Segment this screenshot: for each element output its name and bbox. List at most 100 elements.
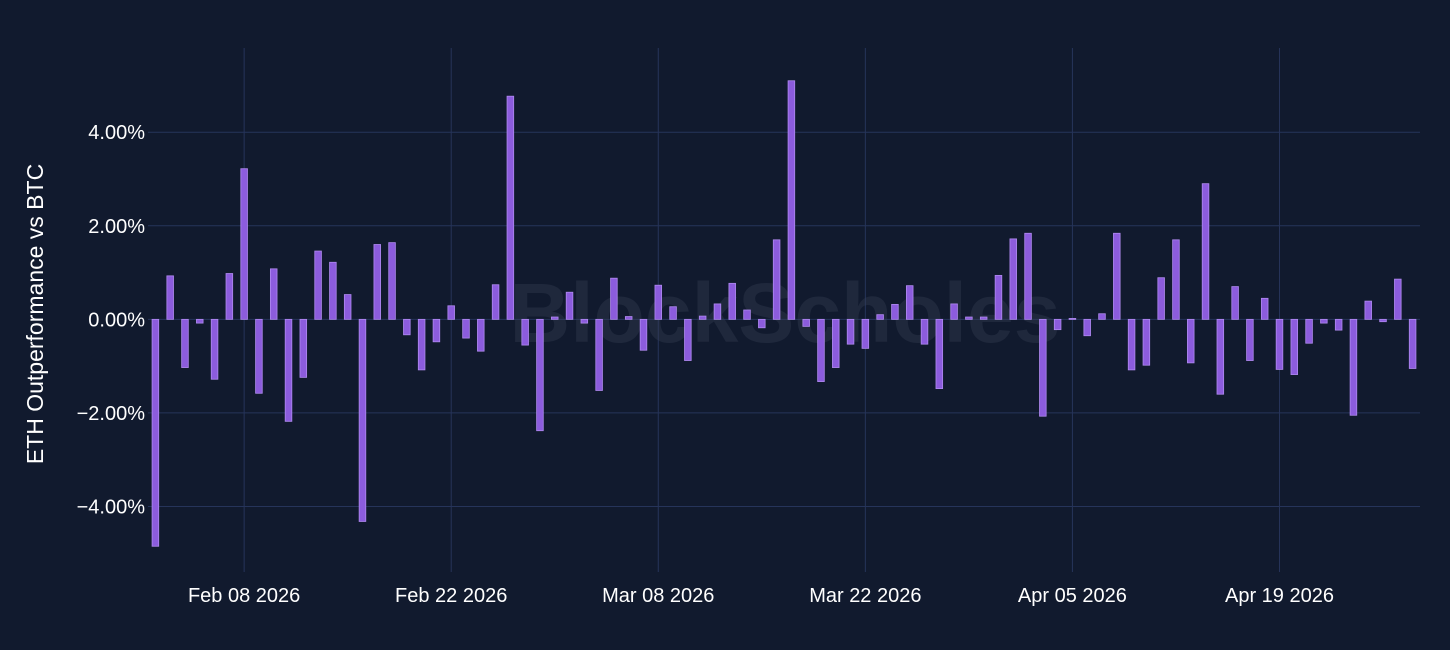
bar <box>358 318 367 522</box>
bars <box>151 80 1417 547</box>
bar <box>994 274 1003 320</box>
bar <box>1246 318 1254 361</box>
bar <box>698 315 707 320</box>
bar <box>255 318 263 394</box>
y-axis-tick-labels: −4.00% −2.00% 0.00% 2.00% 4.00% <box>77 122 146 518</box>
bar <box>462 318 470 339</box>
bar <box>1127 318 1136 371</box>
bar <box>1379 318 1387 323</box>
bar <box>521 318 529 346</box>
bar <box>891 303 899 320</box>
bar <box>817 318 825 382</box>
bar <box>950 303 958 320</box>
bar <box>1053 318 1062 331</box>
bar <box>1394 278 1402 320</box>
bar <box>1216 318 1225 395</box>
y-tick-label: −2.00% <box>77 403 146 425</box>
bar <box>403 318 411 336</box>
x-tick-label: Mar 08 2026 <box>602 585 714 607</box>
bar <box>373 244 381 320</box>
bar <box>965 316 973 320</box>
bar <box>1260 297 1269 320</box>
bar <box>876 314 884 320</box>
bar <box>772 239 781 320</box>
bar <box>1172 239 1180 320</box>
x-tick-label: Feb 22 2026 <box>395 585 507 607</box>
bar <box>240 168 248 320</box>
bar <box>1113 232 1121 320</box>
bar <box>284 318 293 422</box>
y-tick-label: −4.00% <box>77 497 146 519</box>
bar <box>388 242 396 320</box>
bar <box>329 261 337 320</box>
y-axis-title: ETH Outperformance vs BTC <box>22 164 48 464</box>
bar <box>210 318 219 380</box>
bar <box>935 318 944 390</box>
bar <box>166 275 174 320</box>
bar <box>1231 286 1239 320</box>
bar <box>1364 300 1372 320</box>
bar <box>610 277 618 320</box>
bar <box>491 284 500 320</box>
bar <box>1201 183 1210 320</box>
bar <box>432 318 441 343</box>
bar <box>1187 318 1195 364</box>
bar <box>269 268 278 320</box>
bar <box>1098 313 1106 320</box>
bar <box>1349 318 1358 416</box>
bar <box>1290 318 1299 375</box>
bar <box>669 306 677 320</box>
bar <box>1320 318 1328 324</box>
bar <box>758 318 766 329</box>
bar <box>506 95 515 320</box>
bar <box>1157 277 1165 320</box>
bar <box>846 318 855 345</box>
bar <box>196 318 204 324</box>
bar <box>225 273 234 320</box>
bar <box>536 318 544 432</box>
bar <box>417 318 426 371</box>
bar <box>743 309 751 320</box>
watermark: BlockScholes <box>510 266 1061 360</box>
bar <box>979 316 988 320</box>
bar <box>832 318 840 368</box>
bar <box>1305 318 1313 344</box>
bar <box>624 316 633 320</box>
bar <box>861 318 870 349</box>
x-axis-tick-labels: Feb 08 2026 Feb 22 2026 Mar 08 2026 Mar 22 … <box>188 585 1334 607</box>
bar <box>551 316 559 320</box>
bar <box>713 303 722 320</box>
bar <box>447 305 455 320</box>
bar <box>1408 318 1417 369</box>
bar <box>639 318 648 351</box>
bar <box>181 318 189 368</box>
bar <box>1334 318 1343 331</box>
bar <box>1083 318 1091 337</box>
bar <box>1142 318 1151 366</box>
y-tick-label: 4.00% <box>88 122 145 144</box>
bar <box>905 285 914 320</box>
bar <box>477 318 485 352</box>
bar <box>684 318 692 361</box>
bar <box>565 291 574 320</box>
bar <box>920 318 929 345</box>
bar <box>1009 238 1017 320</box>
bar <box>595 318 603 391</box>
bar <box>314 250 322 320</box>
bar <box>1039 318 1047 417</box>
bar <box>728 282 736 320</box>
bar <box>580 318 589 324</box>
bar <box>802 318 810 327</box>
y-tick-label: 2.00% <box>88 216 145 238</box>
bar <box>1275 318 1284 370</box>
x-tick-label: Apr 19 2026 <box>1225 585 1334 607</box>
bar <box>151 318 160 547</box>
bar <box>1068 318 1077 320</box>
bar <box>787 80 796 320</box>
bar <box>654 284 663 320</box>
y-tick-label: 0.00% <box>88 309 145 331</box>
bar <box>1024 232 1032 320</box>
bar <box>343 294 352 320</box>
